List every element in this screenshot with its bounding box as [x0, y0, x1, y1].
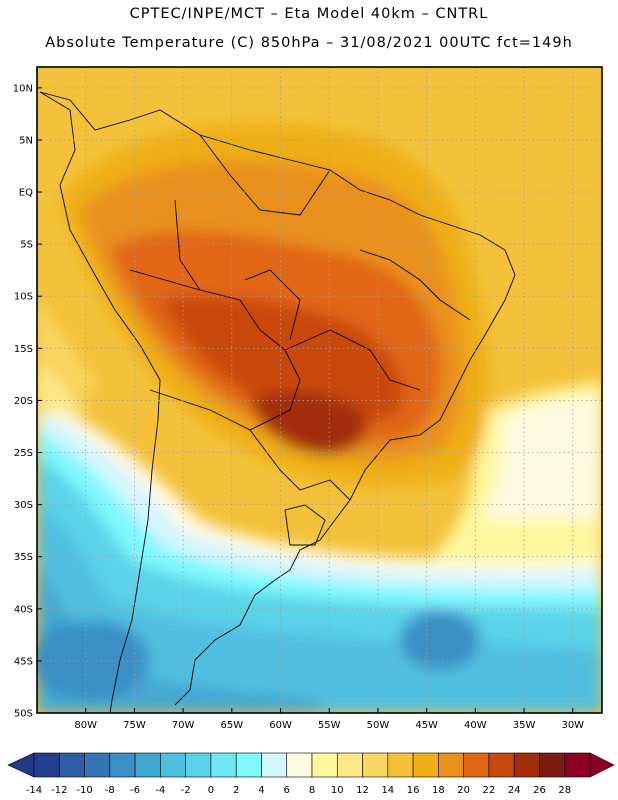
colorbar-label: -14	[26, 785, 42, 796]
lat-label: 45S	[14, 656, 33, 667]
lon-label: 70W	[172, 720, 195, 731]
colorbar-swatch	[387, 752, 414, 778]
colorbar-label: 8	[309, 785, 315, 796]
chart-title: CPTEC/INPE/MCT – Eta Model 40km – CNTRL	[129, 6, 489, 22]
colorbar-label: 14	[381, 785, 394, 796]
colorbar-swatch	[336, 752, 363, 778]
lat-label: 5S	[20, 240, 33, 251]
lon-label: 45W	[415, 720, 438, 731]
colorbar-swatch	[33, 752, 60, 778]
colorbar-swatch	[412, 752, 439, 778]
lon-label: 55W	[318, 720, 341, 731]
lat-label: 5N	[19, 135, 33, 146]
colorbar-label: 0	[208, 785, 214, 796]
colorbar-label: 10	[331, 785, 344, 796]
map-frame	[36, 66, 603, 714]
lat-label: 10N	[13, 83, 33, 94]
lat-label: 10S	[14, 292, 33, 303]
colorbar-swatch	[311, 752, 338, 778]
lon-label: 60W	[269, 720, 292, 731]
colorbar-swatch	[463, 752, 490, 778]
colorbar-label: 28	[558, 785, 571, 796]
colorbar-swatch	[286, 752, 313, 778]
colorbar-label: 4	[258, 785, 264, 796]
colorbar-swatch	[564, 752, 591, 778]
latitude-axis: 10N 5N EQ 5S 10S 15S 20S 25S 30S 35S 40S 45S 50S	[13, 83, 42, 720]
colorbar-swatch	[160, 752, 186, 778]
colorbar-swatch	[84, 752, 111, 778]
colorbar-labels: -14 -12 -10 -8 -6 -4 -2 0 2 4 6 8 10 12 14 16 18 20 22 24 26…	[26, 785, 571, 796]
colorbar-label: 12	[356, 785, 369, 796]
coastline	[39, 91, 516, 713]
lon-label: 40W	[464, 720, 487, 731]
colorbar-label: 20	[457, 785, 470, 796]
colorbar-swatch	[185, 752, 212, 778]
colorbar-label: 26	[533, 785, 546, 796]
colorbar-label: 24	[508, 785, 521, 796]
colorbar-label: -6	[130, 785, 140, 796]
lat-label: 25S	[14, 448, 33, 459]
colorbar-swatch	[539, 752, 566, 778]
lon-label: 80W	[74, 720, 97, 731]
colorbar-swatch	[438, 752, 464, 778]
colorbar-label: 22	[483, 785, 496, 796]
temperature-field	[37, 67, 602, 713]
lon-label: 75W	[123, 720, 146, 731]
colorbar-label: 18	[432, 785, 445, 796]
lat-label: 20S	[14, 396, 33, 407]
colorbar-swatch	[362, 752, 389, 778]
chart-subtitle: Absolute Temperature (C) 850hPa – 31/08/…	[45, 35, 573, 51]
colorbar-swatch	[109, 752, 136, 778]
colorbar-label: 16	[407, 785, 420, 796]
colorbar-swatch	[488, 752, 515, 778]
lat-label: 15S	[14, 344, 33, 355]
lat-label: 40S	[14, 604, 33, 615]
colorbar	[7, 752, 615, 778]
colorbar-over-arrow	[589, 752, 615, 778]
colorbar-swatch	[513, 752, 540, 778]
colorbar-label: -10	[76, 785, 92, 796]
lon-label: 65W	[221, 720, 244, 731]
colorbar-label: -12	[51, 785, 67, 796]
lon-label: 30W	[561, 720, 584, 731]
longitude-axis: 80W 75W 70W 65W 60W 55W 50W 45W 40W 35W 30W	[74, 708, 584, 731]
lat-label: EQ	[19, 188, 33, 199]
colorbar-swatch	[261, 752, 288, 778]
colorbar-under-arrow	[7, 752, 35, 778]
lon-label: 35W	[513, 720, 536, 731]
colorbar-swatch	[235, 752, 262, 778]
lat-label: 50S	[14, 709, 33, 720]
colorbar-swatch	[210, 752, 237, 778]
colorbar-label: -4	[155, 785, 165, 796]
colorbar-label: -2	[181, 785, 191, 796]
colorbar-swatch	[58, 752, 85, 778]
lat-label: 35S	[14, 552, 33, 563]
colorbar-label: 6	[284, 785, 290, 796]
lat-label: 30S	[14, 500, 33, 511]
colorbar-label: -8	[105, 785, 115, 796]
lon-label: 50W	[367, 720, 390, 731]
colorbar-label: 2	[233, 785, 239, 796]
colorbar-swatch	[134, 752, 161, 778]
